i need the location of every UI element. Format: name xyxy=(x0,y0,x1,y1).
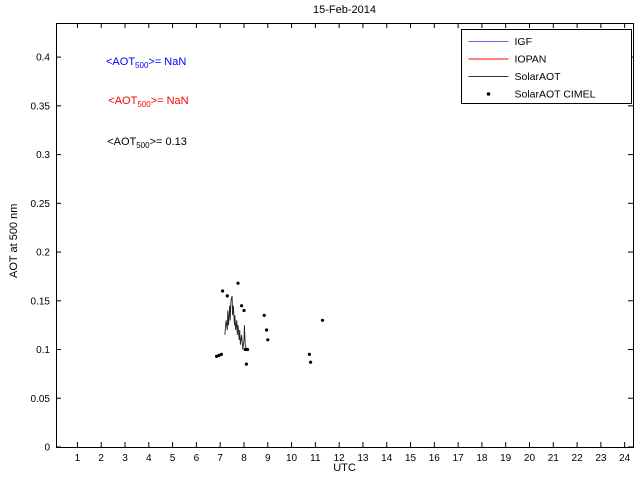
y-tick-label: 0.35 xyxy=(31,101,51,112)
series-solaraot-cimel-point xyxy=(225,294,229,298)
series-solaraot-cimel-point xyxy=(309,360,313,364)
mean-aot-annotation: <AOT500>= 0.13 xyxy=(107,136,187,150)
x-tick-label: 17 xyxy=(453,453,465,464)
series-solaraot-cimel-point xyxy=(217,353,221,357)
y-tick-label: 0.15 xyxy=(31,296,51,307)
x-tick-label: 13 xyxy=(357,453,369,464)
series-solaraot-cimel-point xyxy=(219,352,223,356)
x-tick-label: 15 xyxy=(405,453,417,464)
x-tick-label: 21 xyxy=(548,453,560,464)
series-solaraot-cimel-point xyxy=(320,318,325,322)
x-tick-label: 22 xyxy=(572,453,584,464)
x-tick-label: 11 xyxy=(310,453,321,464)
series-solaraot-cimel-point xyxy=(307,352,311,356)
x-tick-label: 16 xyxy=(429,453,441,464)
y-tick-label: 0.05 xyxy=(31,394,51,405)
y-tick-label: 0.1 xyxy=(36,345,50,356)
x-tick-label: 4 xyxy=(146,453,152,464)
legend-label: IGF xyxy=(515,36,533,48)
mean-aot-annotation: <AOT500>= NaN xyxy=(106,56,186,70)
x-tick-label: 5 xyxy=(170,453,176,464)
series-solaraot-cimel-point xyxy=(265,328,269,332)
series-solaraot-cimel-point xyxy=(262,313,266,317)
x-axis-label: UTC xyxy=(333,462,356,474)
y-tick-label: 0.2 xyxy=(36,248,50,259)
series-solaraot-cimel-point xyxy=(242,308,246,313)
series-solaraot xyxy=(224,295,247,350)
series-solaraot-cimel-point xyxy=(266,338,270,342)
chart-title: 15-Feb-2014 xyxy=(313,4,376,16)
x-tick-label: 1 xyxy=(75,453,81,464)
x-tick-label: 18 xyxy=(476,453,488,464)
mean-aot-annotation: <AOT500>= NaN xyxy=(108,95,188,109)
x-tick-label: 2 xyxy=(98,453,104,464)
legend-label: SolarAOT xyxy=(515,71,562,83)
legend-sample-marker xyxy=(486,92,491,96)
x-tick-label: 20 xyxy=(524,453,536,464)
series-solaraot-cimel-point xyxy=(236,281,240,285)
x-tick-label: 7 xyxy=(217,453,223,464)
series-solaraot-cimel-point xyxy=(243,347,247,352)
y-tick-label: 0.3 xyxy=(36,150,50,161)
series-solaraot-cimel-point xyxy=(221,289,225,293)
x-tick-label: 23 xyxy=(595,453,607,464)
x-tick-label: 19 xyxy=(500,453,512,464)
x-tick-label: 14 xyxy=(381,453,393,464)
y-tick-label: 0.4 xyxy=(36,53,50,64)
x-tick-label: 8 xyxy=(241,453,247,464)
legend-label: SolarAOT CIMEL xyxy=(515,89,596,101)
series-solaraot-cimel-point xyxy=(240,304,244,308)
x-tick-label: 12 xyxy=(334,453,346,464)
y-tick-label: 0.25 xyxy=(31,199,51,210)
series-solaraot-cimel-point xyxy=(244,362,248,366)
x-tick-label: 9 xyxy=(265,453,271,464)
x-tick-label: 10 xyxy=(286,453,298,464)
x-tick-label: 24 xyxy=(619,453,631,464)
x-tick-label: 6 xyxy=(194,453,200,464)
series-solaraot-cimel-point xyxy=(245,347,250,352)
series-solaraot-cimel-point xyxy=(215,354,219,358)
legend-label: IOPAN xyxy=(515,54,547,66)
y-tick-label: 0 xyxy=(44,443,50,454)
x-tick-label: 3 xyxy=(122,453,128,464)
